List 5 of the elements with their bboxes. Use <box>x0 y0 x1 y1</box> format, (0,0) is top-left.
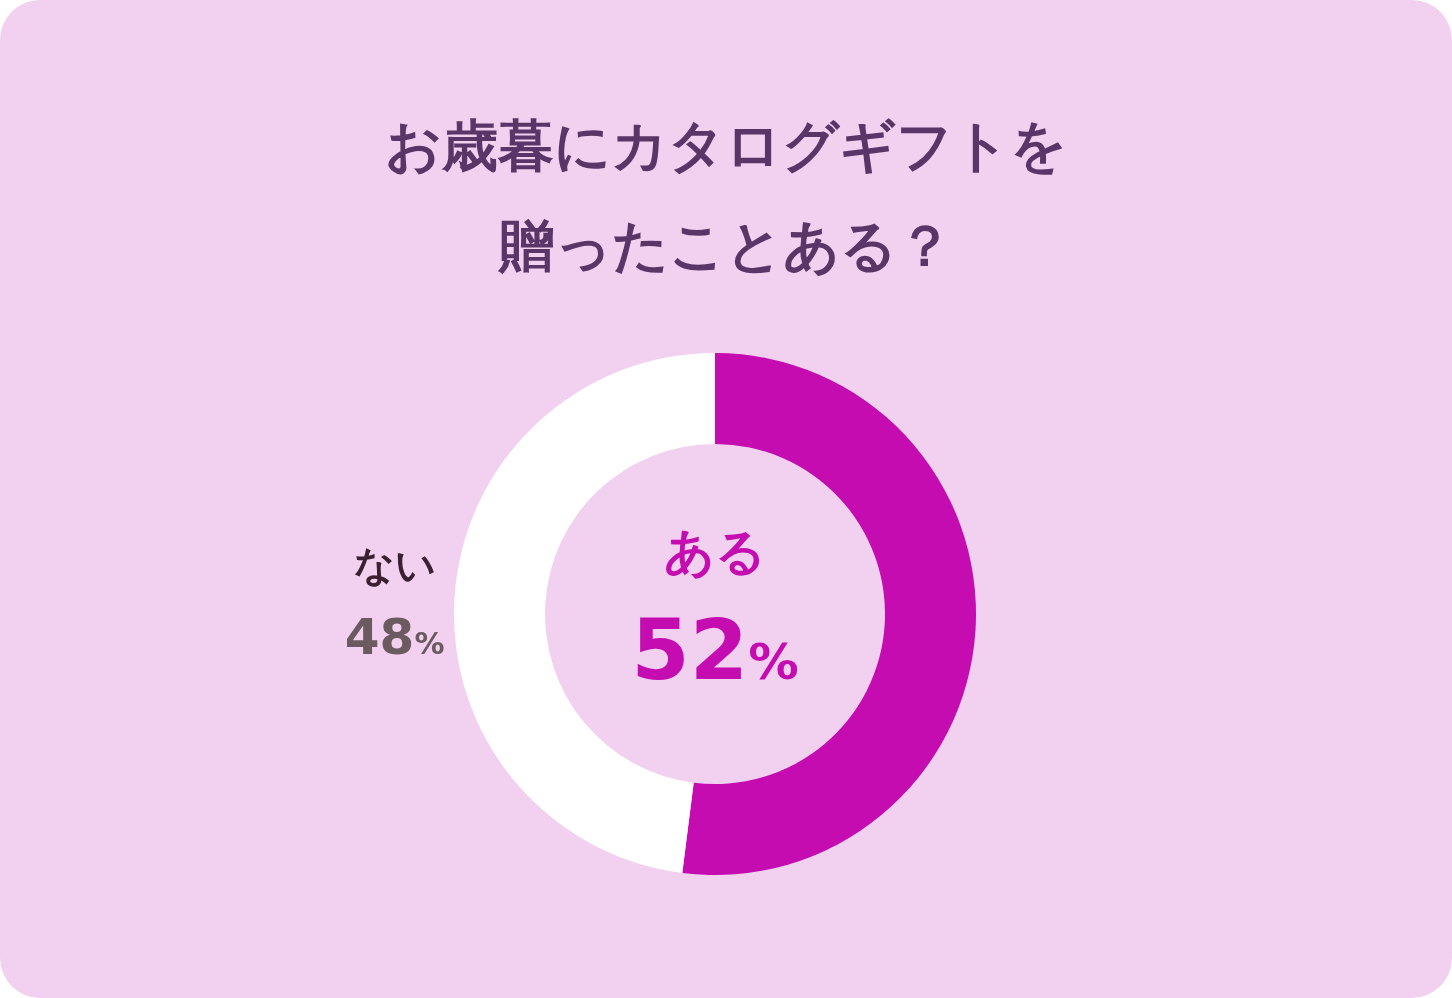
data-label: 48% <box>344 608 445 666</box>
slice-label: ない <box>353 542 436 588</box>
data-label: 52% <box>631 601 799 699</box>
slice-label: ある <box>664 523 766 581</box>
chart-title: お歳暮にカタログギフトを贈ったことある？ <box>385 113 1067 278</box>
